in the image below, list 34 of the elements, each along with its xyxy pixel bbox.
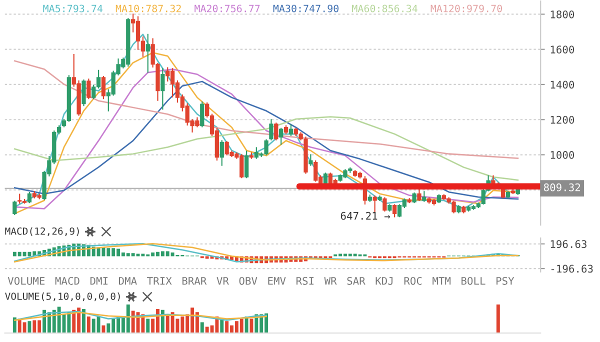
text: MA60:856.34 xyxy=(352,4,418,12)
text: MACD xyxy=(55,276,80,285)
text: MA5:793.74 xyxy=(43,4,103,12)
text: DMI xyxy=(90,277,108,285)
ref-line-label: 809.32 xyxy=(544,183,580,192)
chart-title: MACD(12,26,9) xyxy=(5,227,79,236)
text: TRIX xyxy=(147,277,172,285)
text: MA120:979.70 xyxy=(430,4,502,12)
text: BOLL xyxy=(462,276,486,285)
text: MA30:747.90 xyxy=(273,4,339,12)
text: KDJ xyxy=(376,277,392,285)
text: SAR xyxy=(347,276,366,285)
text: EMV xyxy=(268,277,286,285)
y-tick-label: 1400 xyxy=(550,80,574,89)
y-tick-label: 1000 xyxy=(550,151,574,159)
text: RSI xyxy=(296,276,314,285)
text: VOLUME xyxy=(8,276,45,285)
chart-title: VOLUME(5,10,0,0,0,0) xyxy=(5,292,120,302)
y-tick-label: 1600 xyxy=(550,46,574,54)
text: ROC xyxy=(404,276,422,285)
text: DMA xyxy=(118,277,137,285)
text: OBV xyxy=(239,276,258,285)
text: PSY xyxy=(496,276,514,285)
text: BRAR xyxy=(182,277,207,285)
y-tick-label: -196.63 xyxy=(551,264,593,273)
y-tick-label: 1200 xyxy=(550,116,574,124)
y-tick-label: 196.63 xyxy=(550,240,586,248)
text: MA10:787.32 xyxy=(116,4,181,12)
text: MA20:756.77 xyxy=(194,4,260,12)
text: WR xyxy=(324,277,337,285)
text: VR xyxy=(216,277,229,285)
y-tick-label: 1800 xyxy=(550,10,574,18)
annotation: 647.21 → xyxy=(340,212,390,220)
text: MTM xyxy=(432,277,451,285)
